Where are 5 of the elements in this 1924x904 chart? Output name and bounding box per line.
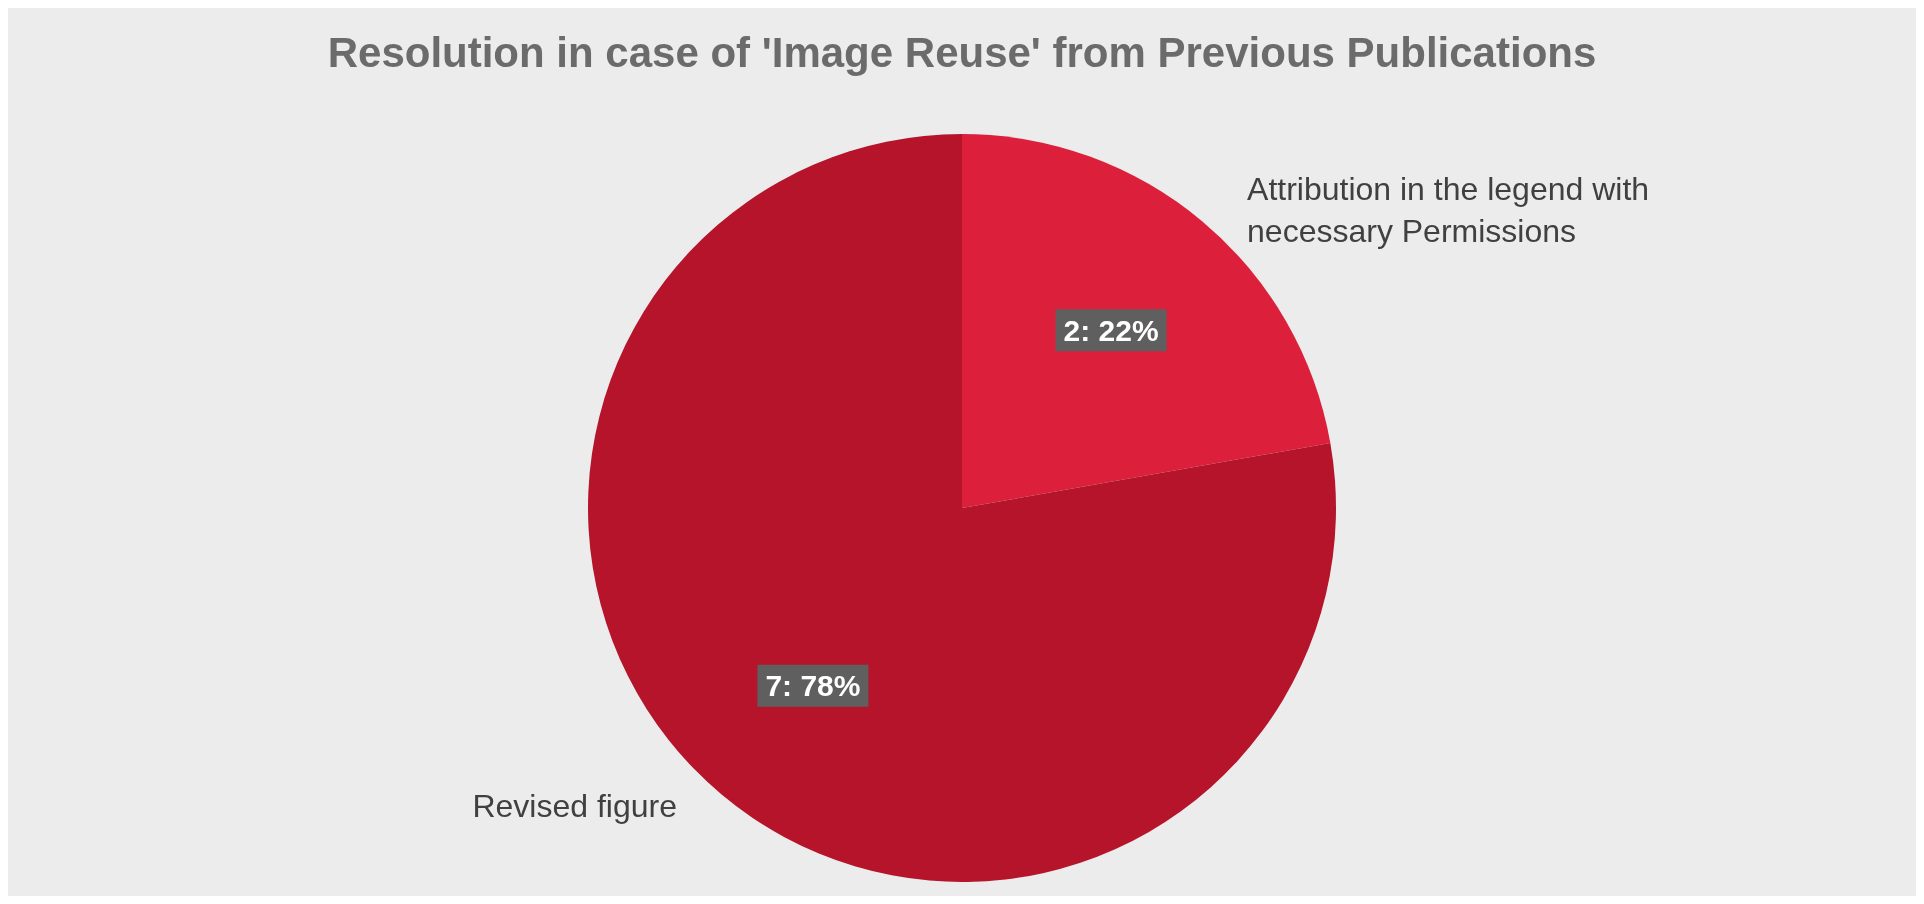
chart-title: Resolution in case of 'Image Reuse' from Previous Publications (327, 28, 1597, 76)
data-label: 2: 22% (1063, 313, 1159, 347)
slice-label: Attribution in the legend with necessary Permissions (1247, 171, 1658, 250)
data-label: 7: 78% (765, 669, 861, 703)
slice-label: Revised figure (472, 787, 677, 824)
